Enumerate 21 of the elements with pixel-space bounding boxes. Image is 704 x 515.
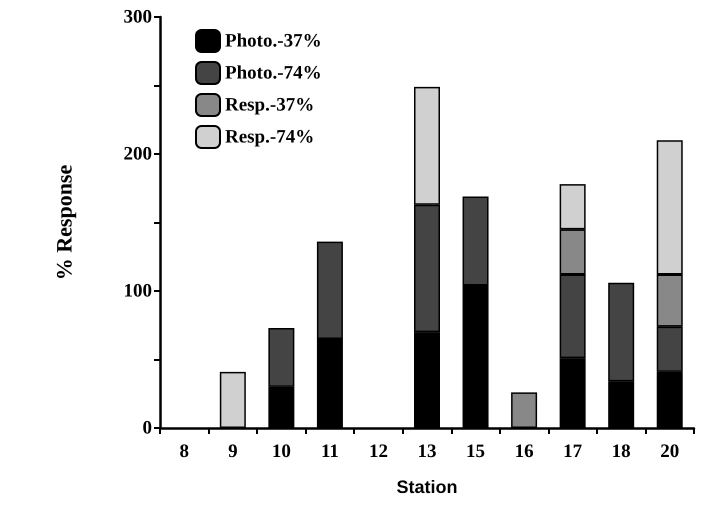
x-tick-label: 13 [418,441,436,462]
x-tick-label: 20 [660,441,680,462]
x-axis-title: Station [396,477,458,497]
x-tick-label: 12 [368,441,388,462]
x-tick-label: 9 [228,441,238,462]
y-tick-label: 200 [124,144,152,164]
legend-label: Resp.-74% [225,126,314,148]
legend-label: Photo.-37% [225,30,322,52]
y-axis-title: % Response [52,164,76,280]
legend-label: Photo.-74% [225,62,322,84]
x-tick-label: 18 [612,441,631,462]
y-tick-label: 300 [124,6,152,28]
x-tick-label: 8 [180,441,190,462]
y-tick-label: 100 [124,280,152,302]
x-tick-label: 17 [563,441,583,462]
x-tick-label: 15 [466,441,486,462]
x-tick-label: 10 [272,441,291,462]
legend-label: Resp.-37% [225,94,314,116]
x-tick-label: 11 [320,441,339,462]
y-tick-label: 0 [142,418,152,438]
x-tick-label: 16 [514,441,534,462]
